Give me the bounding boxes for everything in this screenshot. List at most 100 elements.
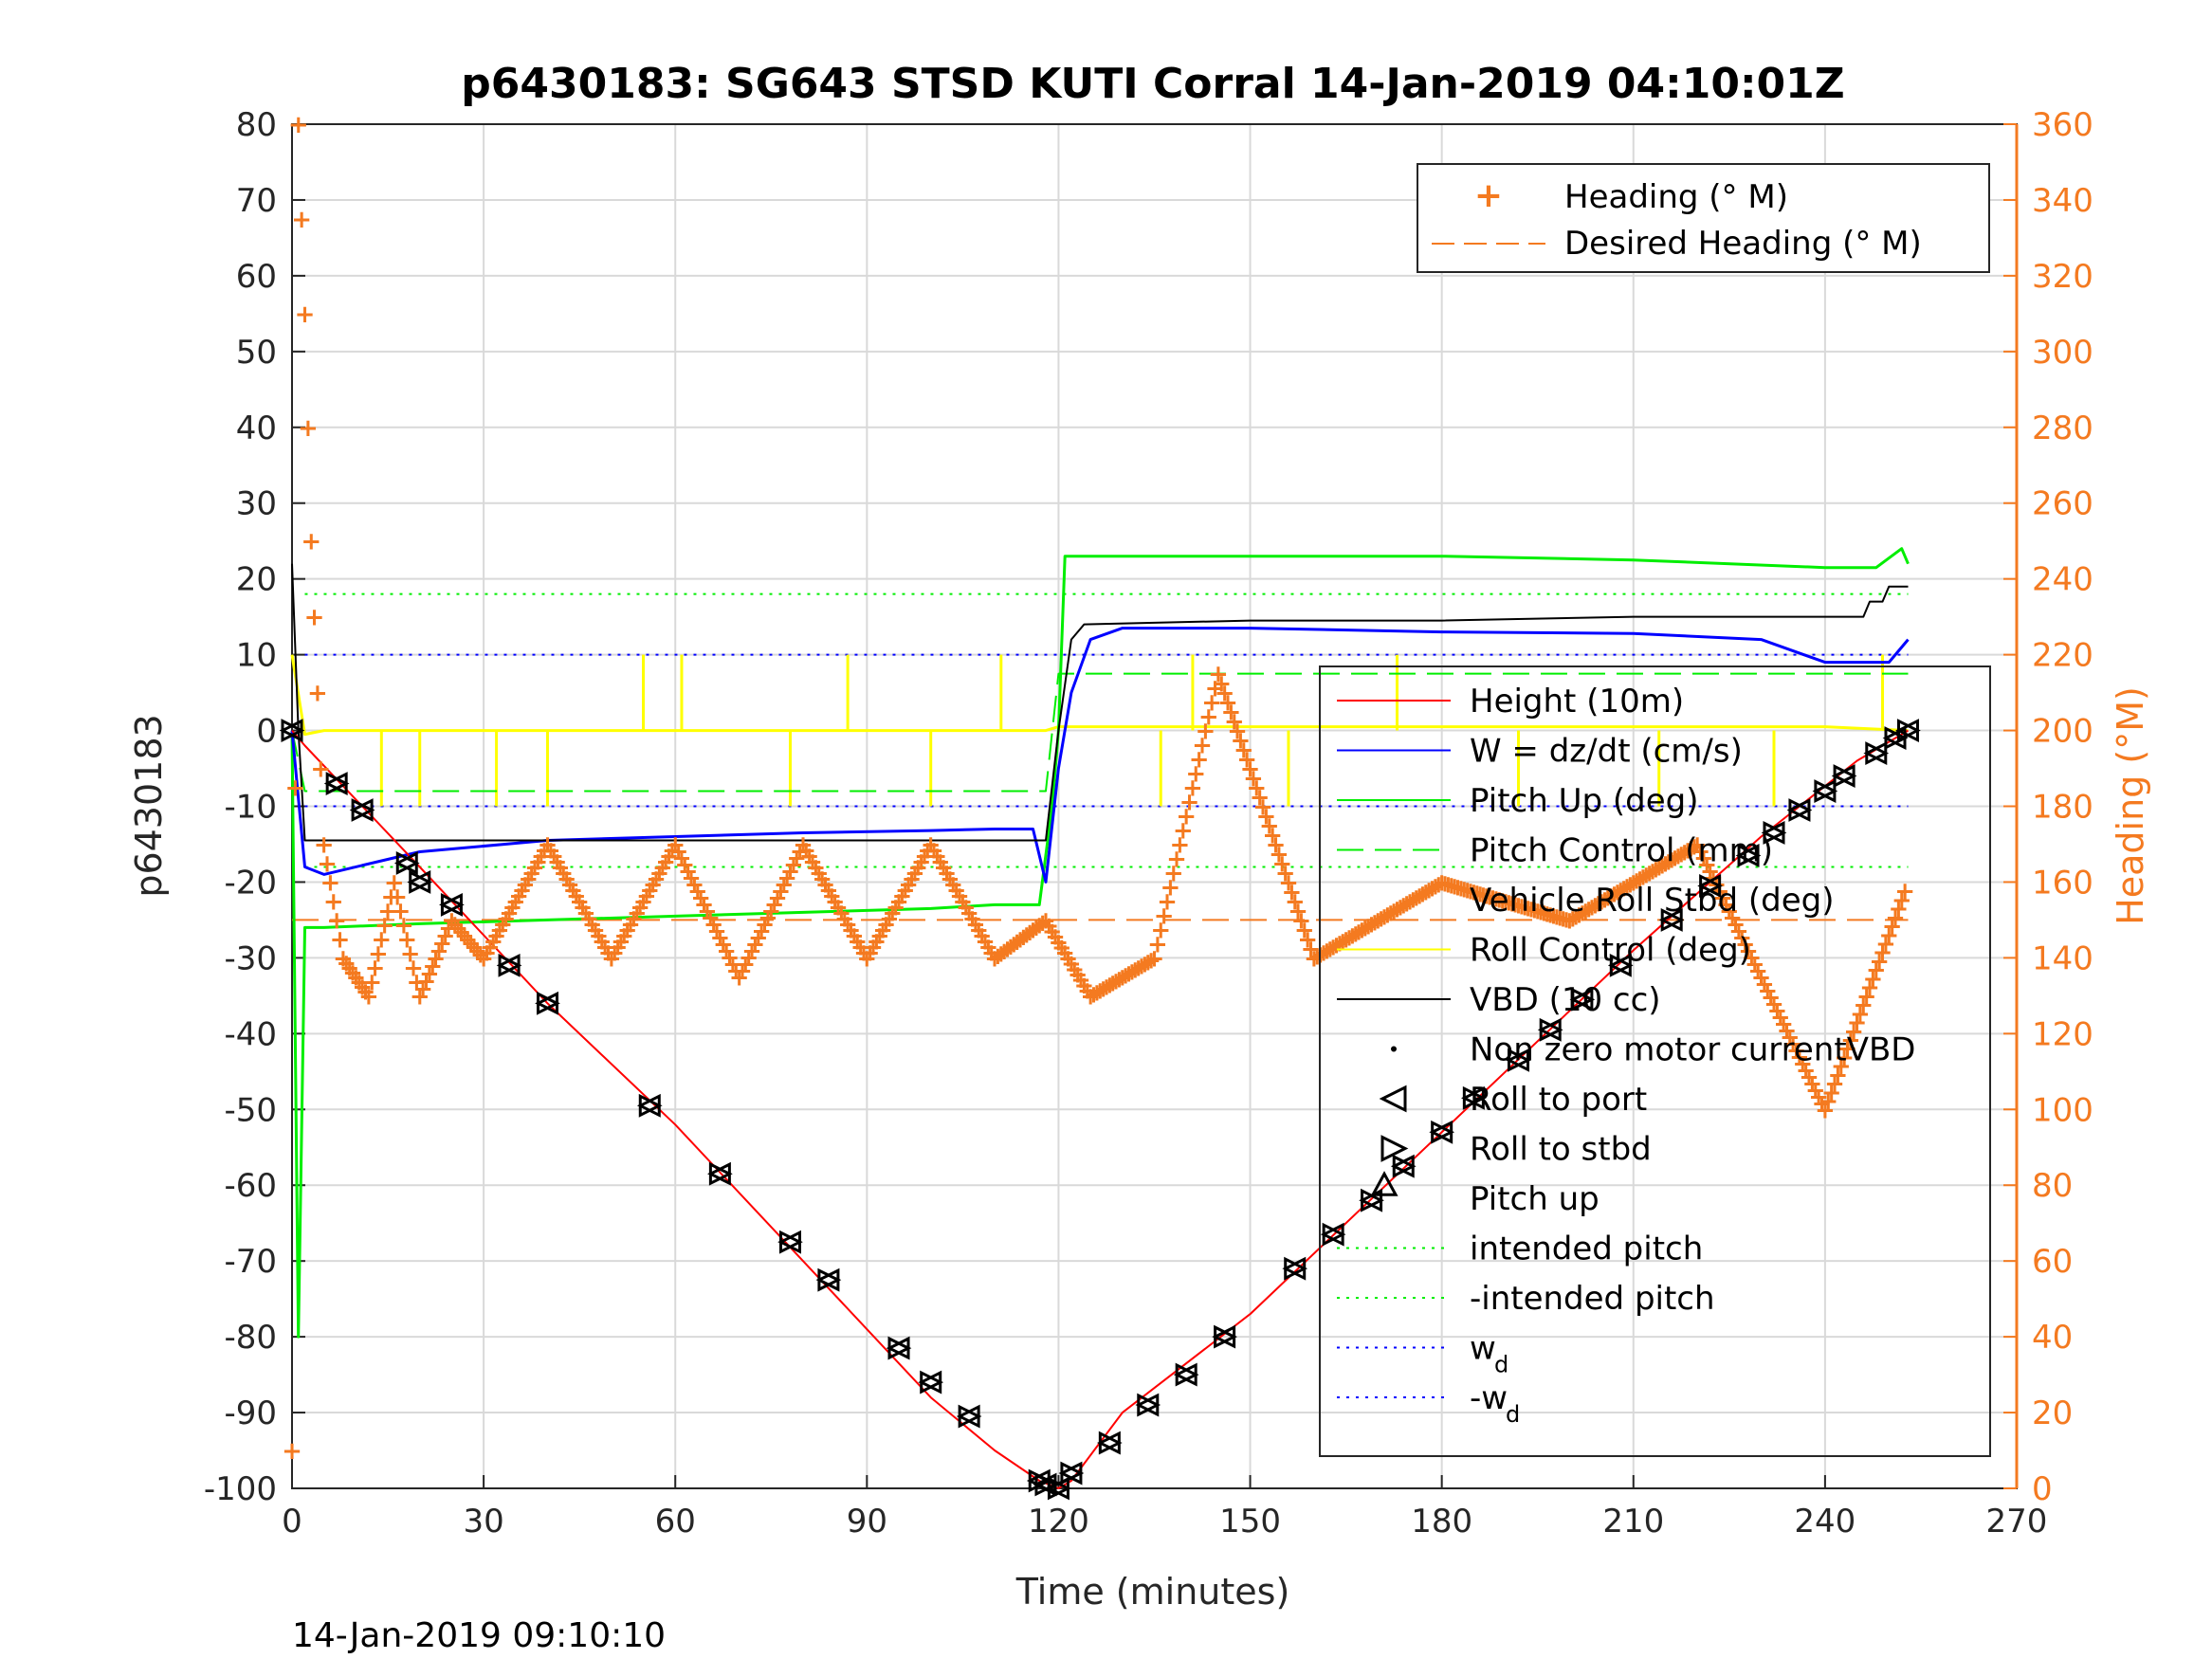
heading-marker: + [307,680,328,708]
heading-marker: + [700,903,721,932]
heading-marker: + [962,904,983,933]
heading-marker: + [1163,859,1184,887]
series-w [290,627,1910,884]
legend-label: Pitch Control (mm) [1470,832,1773,870]
heading-marker: + [553,859,574,887]
heading-marker: + [1033,909,1053,938]
heading-marker: + [946,876,967,904]
heading-marker: + [1451,874,1472,902]
heading-marker: + [1320,935,1341,963]
heading-marker: + [1345,920,1366,948]
heading-marker: + [1364,908,1385,937]
legend-label: w [1470,1330,1496,1368]
y-axis-label-left: p6430183 [128,714,170,897]
legend-label: Pitch Up (deg) [1470,782,1698,820]
heading-marker: + [649,859,669,887]
heading-marker: + [1019,919,1040,947]
heading-marker: + [1355,914,1376,942]
heading-marker: + [445,910,466,939]
y-right-tick-label: 300 [2032,334,2093,372]
heading-marker: + [1572,899,1593,927]
heading-marker: + [492,910,513,939]
heading-marker: + [1754,970,1775,998]
heading-marker: + [1549,903,1570,932]
x-tick-label: 270 [1986,1503,2048,1540]
heading-marker: + [1084,980,1105,1009]
heading-marker: + [1301,935,1322,963]
heading-marker: + [780,857,801,885]
heading-marker: + [1189,746,1210,775]
legend-right-axis: + Heading (° M) Desired Heading (° M) [1417,163,1990,273]
heading-marker: + [1731,923,1752,952]
heading-marker: + [1693,844,1714,872]
heading-marker: + [1831,1052,1852,1081]
heading-marker: + [1138,948,1159,976]
heading-marker: + [617,916,638,944]
heading-marker: + [624,904,645,933]
heading-marker: + [1064,956,1085,984]
heading-marker: + [1397,889,1417,918]
heading-marker: + [1170,830,1191,859]
heading-marker: + [1179,789,1200,817]
legend-label: -intended pitch [1470,1280,1715,1318]
heading-marker: + [406,968,427,996]
heading-marker: + [464,933,484,961]
y-right-tick-label: 200 [2032,713,2093,751]
heading-marker: + [1061,950,1082,978]
x-tick-label: 120 [1028,1503,1089,1540]
heading-marker: + [391,897,411,925]
y-right-tick-label: 340 [2032,182,2093,220]
heading-marker: + [1124,956,1145,984]
heading-marker: + [403,954,424,982]
heading-marker: + [818,876,839,904]
heading-marker: + [828,893,849,921]
heading-marker: + [655,848,676,876]
heading-marker: + [1070,966,1091,994]
heading-marker: + [678,857,699,885]
heading-marker: + [755,910,776,939]
heading-marker: + [1850,1000,1871,1029]
heading-marker: + [1511,892,1532,921]
heading-marker: + [573,893,594,921]
heading-marker: + [1598,884,1618,912]
heading-marker: + [503,893,523,921]
heading-marker: + [1473,881,1494,909]
heading-marker: + [760,897,781,925]
heading-marker: + [387,883,408,911]
heading-marker: + [375,911,395,939]
heading-marker: + [1722,903,1743,932]
heading-marker: + [1463,878,1484,906]
heading-marker: + [550,853,571,882]
heading-marker: + [1470,880,1490,908]
heading-marker: + [588,921,609,950]
heading-marker: + [358,982,379,1011]
heading-marker: + [1610,876,1631,904]
heading-marker: + [1595,885,1616,914]
heading-marker: + [288,111,309,139]
heading-marker: + [1600,882,1621,910]
heading-marker: + [1402,885,1423,914]
x-axis-label: Time (minutes) [1015,1571,1290,1613]
heading-marker: + [812,865,832,893]
heading-marker: + [911,848,932,876]
heading-marker: + [1453,875,1474,903]
heading-marker: + [442,906,463,935]
heading-marker: + [867,927,887,956]
series-vbd [291,563,1909,842]
heading-marker: + [1792,1049,1813,1078]
x-axis: 0 30 60 90 120 150 180 210 240 270 [282,1475,2047,1540]
heading-marker: + [304,604,325,632]
y-tick-label: 30 [236,485,277,523]
y-axis-label-right: Heading (°M) [2110,686,2151,925]
heading-marker: + [1425,872,1446,901]
heading-marker: + [1141,946,1161,975]
heading-marker: + [659,842,680,870]
y-tick-label: -60 [224,1167,277,1205]
y-right-tick-label: 40 [2032,1319,2073,1357]
heading-marker: + [1166,845,1187,873]
heading-marker: + [633,887,654,916]
heading-marker: + [1495,887,1516,916]
y-right-tick-label: 240 [2032,561,2093,599]
heading-marker: + [330,925,351,954]
